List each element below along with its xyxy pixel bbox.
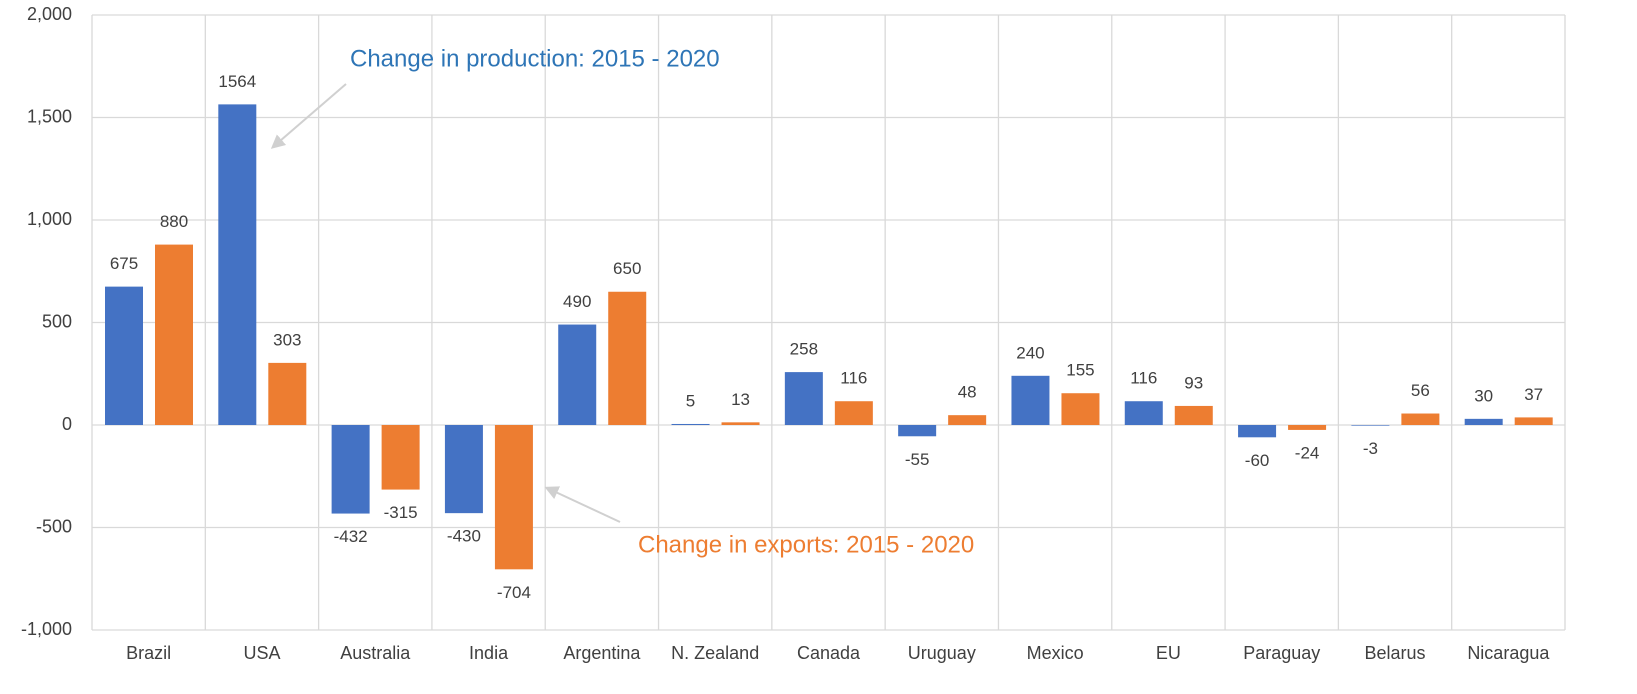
bar	[1401, 413, 1440, 425]
x-tick-label: Belarus	[1365, 643, 1426, 663]
y-tick-label: -1,000	[21, 619, 72, 639]
data-label: -60	[1245, 451, 1270, 470]
data-label: -315	[384, 503, 418, 522]
data-label: 56	[1411, 381, 1430, 400]
data-label: 675	[110, 254, 138, 273]
data-label: -432	[334, 527, 368, 546]
x-tick-label: India	[469, 643, 509, 663]
bar	[1174, 405, 1213, 425]
data-label: 37	[1524, 385, 1543, 404]
y-tick-label: 500	[42, 311, 72, 331]
bar	[1351, 425, 1390, 426]
bar	[494, 425, 533, 570]
x-tick-label: Canada	[797, 643, 861, 663]
data-label: 240	[1016, 343, 1044, 362]
data-label: 155	[1066, 361, 1094, 380]
data-label: -3	[1363, 439, 1378, 458]
annotation: Change in production: 2015 - 2020	[350, 45, 720, 72]
y-tick-label: 1,000	[27, 209, 72, 229]
bar	[1061, 393, 1100, 425]
x-tick-label: Uruguay	[908, 643, 976, 663]
data-label: 48	[958, 383, 977, 402]
bar	[834, 401, 873, 425]
bar	[1288, 425, 1327, 430]
bar	[608, 291, 647, 425]
x-tick-label: USA	[243, 643, 280, 663]
bar	[1238, 425, 1277, 438]
bar	[1011, 375, 1050, 425]
data-label: 93	[1184, 373, 1203, 392]
arrow	[270, 83, 347, 149]
bar	[444, 425, 483, 514]
x-tick-label: Mexico	[1027, 643, 1084, 663]
x-tick-label: Brazil	[126, 643, 171, 663]
data-label: 303	[273, 330, 301, 349]
bar	[671, 423, 710, 425]
y-tick-label: 0	[62, 414, 72, 434]
grid	[91, 14, 1566, 631]
y-tick-label: 2,000	[27, 4, 72, 24]
bar	[268, 362, 307, 425]
data-label: 258	[790, 340, 818, 359]
bars	[105, 104, 1553, 570]
data-label: 13	[731, 390, 750, 409]
bar	[381, 425, 420, 490]
x-tick-label: Australia	[340, 643, 411, 663]
data-label: 116	[840, 369, 867, 388]
y-tick-label: 1,500	[27, 106, 72, 126]
arrow	[544, 486, 621, 523]
bar	[155, 244, 193, 425]
bar	[1464, 418, 1503, 425]
data-label: -55	[905, 450, 930, 469]
data-label: 490	[563, 292, 591, 311]
data-label: -704	[497, 583, 531, 602]
bar	[331, 425, 370, 514]
x-tick-label: N. Zealand	[671, 643, 759, 663]
data-label: -430	[447, 527, 481, 546]
bar	[1514, 417, 1553, 425]
x-tick-label: EU	[1156, 643, 1181, 663]
data-label: 650	[613, 259, 641, 278]
bar	[218, 104, 257, 425]
bar	[898, 425, 937, 437]
bar	[558, 324, 597, 425]
data-label: 116	[1130, 369, 1157, 388]
bar	[721, 422, 760, 425]
y-tick-label: -500	[36, 516, 72, 536]
data-label: -24	[1295, 443, 1320, 462]
bar	[105, 286, 143, 425]
bar	[948, 415, 987, 425]
bar	[1124, 401, 1163, 425]
data-label: 880	[160, 212, 188, 231]
data-label: 30	[1474, 386, 1493, 405]
bar	[784, 372, 823, 425]
x-tick-label: Argentina	[563, 643, 641, 663]
x-tick-label: Paraguay	[1243, 643, 1320, 663]
data-label: 1564	[218, 72, 256, 91]
data-label: 5	[686, 391, 695, 410]
annotation: Change in exports: 2015 - 2020	[638, 531, 974, 558]
x-tick-label: Nicaragua	[1467, 643, 1550, 663]
